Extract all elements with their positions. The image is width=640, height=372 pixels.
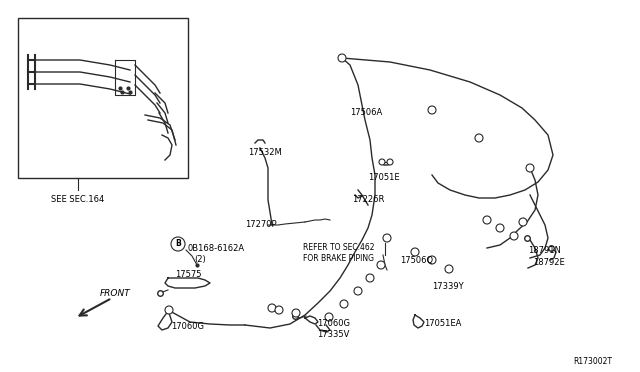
Circle shape (340, 300, 348, 308)
Circle shape (379, 159, 385, 165)
Circle shape (377, 261, 385, 269)
Circle shape (325, 313, 333, 321)
Text: FRONT: FRONT (100, 289, 131, 298)
Circle shape (275, 306, 283, 314)
Text: B: B (175, 240, 181, 248)
Text: R173002T: R173002T (573, 357, 612, 366)
Circle shape (483, 216, 491, 224)
Circle shape (445, 265, 453, 273)
Text: (2): (2) (194, 255, 205, 264)
Text: SEE SEC.164: SEE SEC.164 (51, 195, 104, 204)
Text: 17506A: 17506A (350, 108, 382, 117)
Circle shape (171, 237, 185, 251)
Text: FOR BRAKE PIPING: FOR BRAKE PIPING (303, 254, 374, 263)
Circle shape (366, 274, 374, 282)
Circle shape (411, 248, 419, 256)
Circle shape (519, 218, 527, 226)
Text: 17335V: 17335V (317, 330, 349, 339)
Bar (18, 18, 188, 178)
Text: 17060G: 17060G (171, 322, 204, 331)
Circle shape (338, 54, 346, 62)
Text: 17060G: 17060G (317, 319, 350, 328)
Circle shape (383, 234, 391, 242)
Circle shape (475, 134, 483, 142)
Text: 17575: 17575 (175, 270, 202, 279)
Circle shape (428, 256, 436, 264)
Text: 17506Q: 17506Q (400, 256, 433, 265)
Text: 18791N: 18791N (528, 246, 561, 255)
Text: 17532M: 17532M (248, 148, 282, 157)
Circle shape (292, 309, 300, 317)
Circle shape (268, 304, 276, 312)
Circle shape (387, 159, 393, 165)
Text: 17051EA: 17051EA (424, 319, 461, 328)
Text: 17270P: 17270P (245, 220, 276, 229)
Circle shape (526, 164, 534, 172)
Text: 0B168-6162A: 0B168-6162A (188, 244, 245, 253)
Circle shape (428, 106, 436, 114)
Circle shape (510, 232, 518, 240)
Text: REFER TO SEC.462: REFER TO SEC.462 (303, 243, 374, 252)
Text: 17051E: 17051E (368, 173, 399, 182)
Text: 18792E: 18792E (533, 258, 564, 267)
Circle shape (165, 306, 173, 314)
Text: 17226R: 17226R (352, 195, 385, 204)
Circle shape (354, 287, 362, 295)
Circle shape (496, 224, 504, 232)
Text: 17339Y: 17339Y (432, 282, 463, 291)
